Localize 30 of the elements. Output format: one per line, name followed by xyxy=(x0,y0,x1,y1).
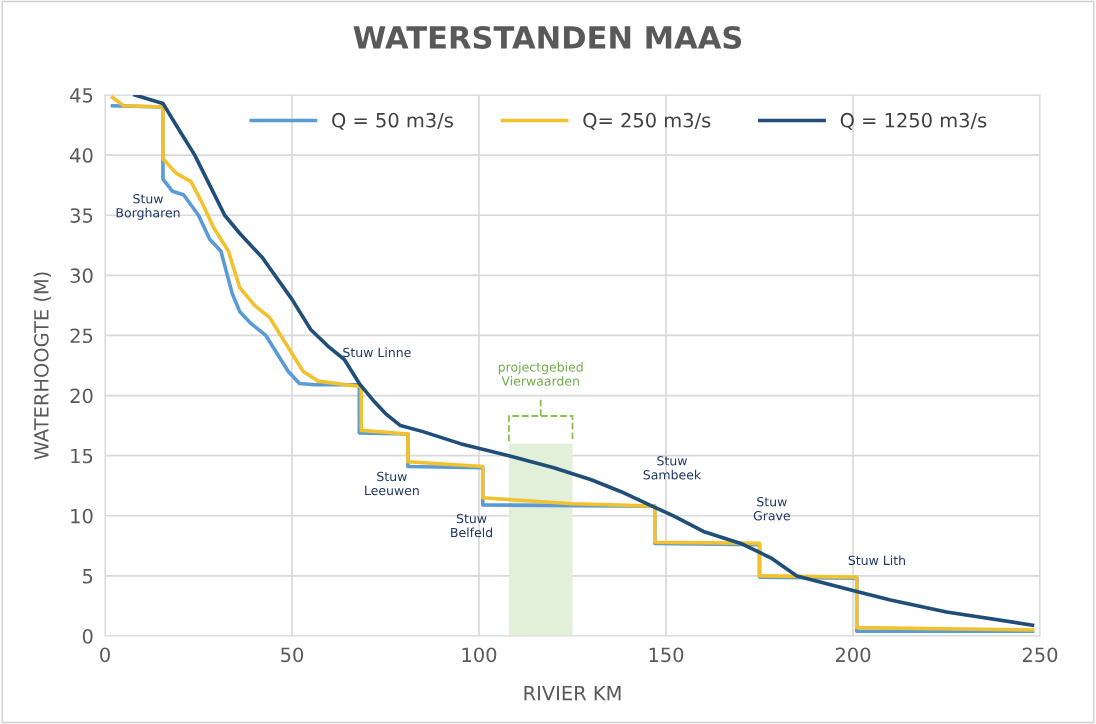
y-tick-label: 40 xyxy=(70,148,93,163)
annotation: Stuw Sambeek xyxy=(643,456,702,480)
annotation: Stuw Leeuwen xyxy=(365,471,419,496)
legend-label: Q = 50 m3/s xyxy=(332,112,453,130)
y-tick-label: 5 xyxy=(83,569,93,584)
y-tick-label: 25 xyxy=(70,328,93,344)
y-tick-label: 30 xyxy=(70,268,93,283)
legend-label: Q= 250 m3/s xyxy=(583,112,711,130)
chart-title: WATERSTANDEN MAAS xyxy=(353,25,742,49)
annotation: Stuw Lith xyxy=(848,555,905,566)
y-axis-title: WATERHOOGTE (M) xyxy=(33,272,51,460)
annotation: Stuw Linne xyxy=(343,347,411,358)
y-tick-label: 35 xyxy=(70,208,93,223)
x-axis-title: RIVIER KM xyxy=(524,685,621,701)
y-tick-label: 0 xyxy=(82,628,93,644)
x-tick-label: 100 xyxy=(462,647,497,663)
y-tick-label: 10 xyxy=(71,508,93,524)
y-tick-label: 15 xyxy=(71,448,93,464)
x-tick-label: 0 xyxy=(100,647,110,663)
annotation: Stuw Grave xyxy=(753,496,790,521)
y-tick-label: 20 xyxy=(70,388,93,404)
annotation: projectgebied Vierwaarden xyxy=(498,362,583,386)
legend-label: Q = 1250 m3/s xyxy=(840,112,987,130)
x-tick-label: 150 xyxy=(649,647,684,663)
x-tick-label: 50 xyxy=(281,647,304,663)
annotation: Stuw Borgharen xyxy=(116,193,180,220)
x-tick-label: 200 xyxy=(835,647,871,663)
annotation: Stuw Belfeld xyxy=(451,513,492,538)
y-tick-label: 45 xyxy=(70,88,93,103)
x-tick-label: 250 xyxy=(1022,647,1058,663)
